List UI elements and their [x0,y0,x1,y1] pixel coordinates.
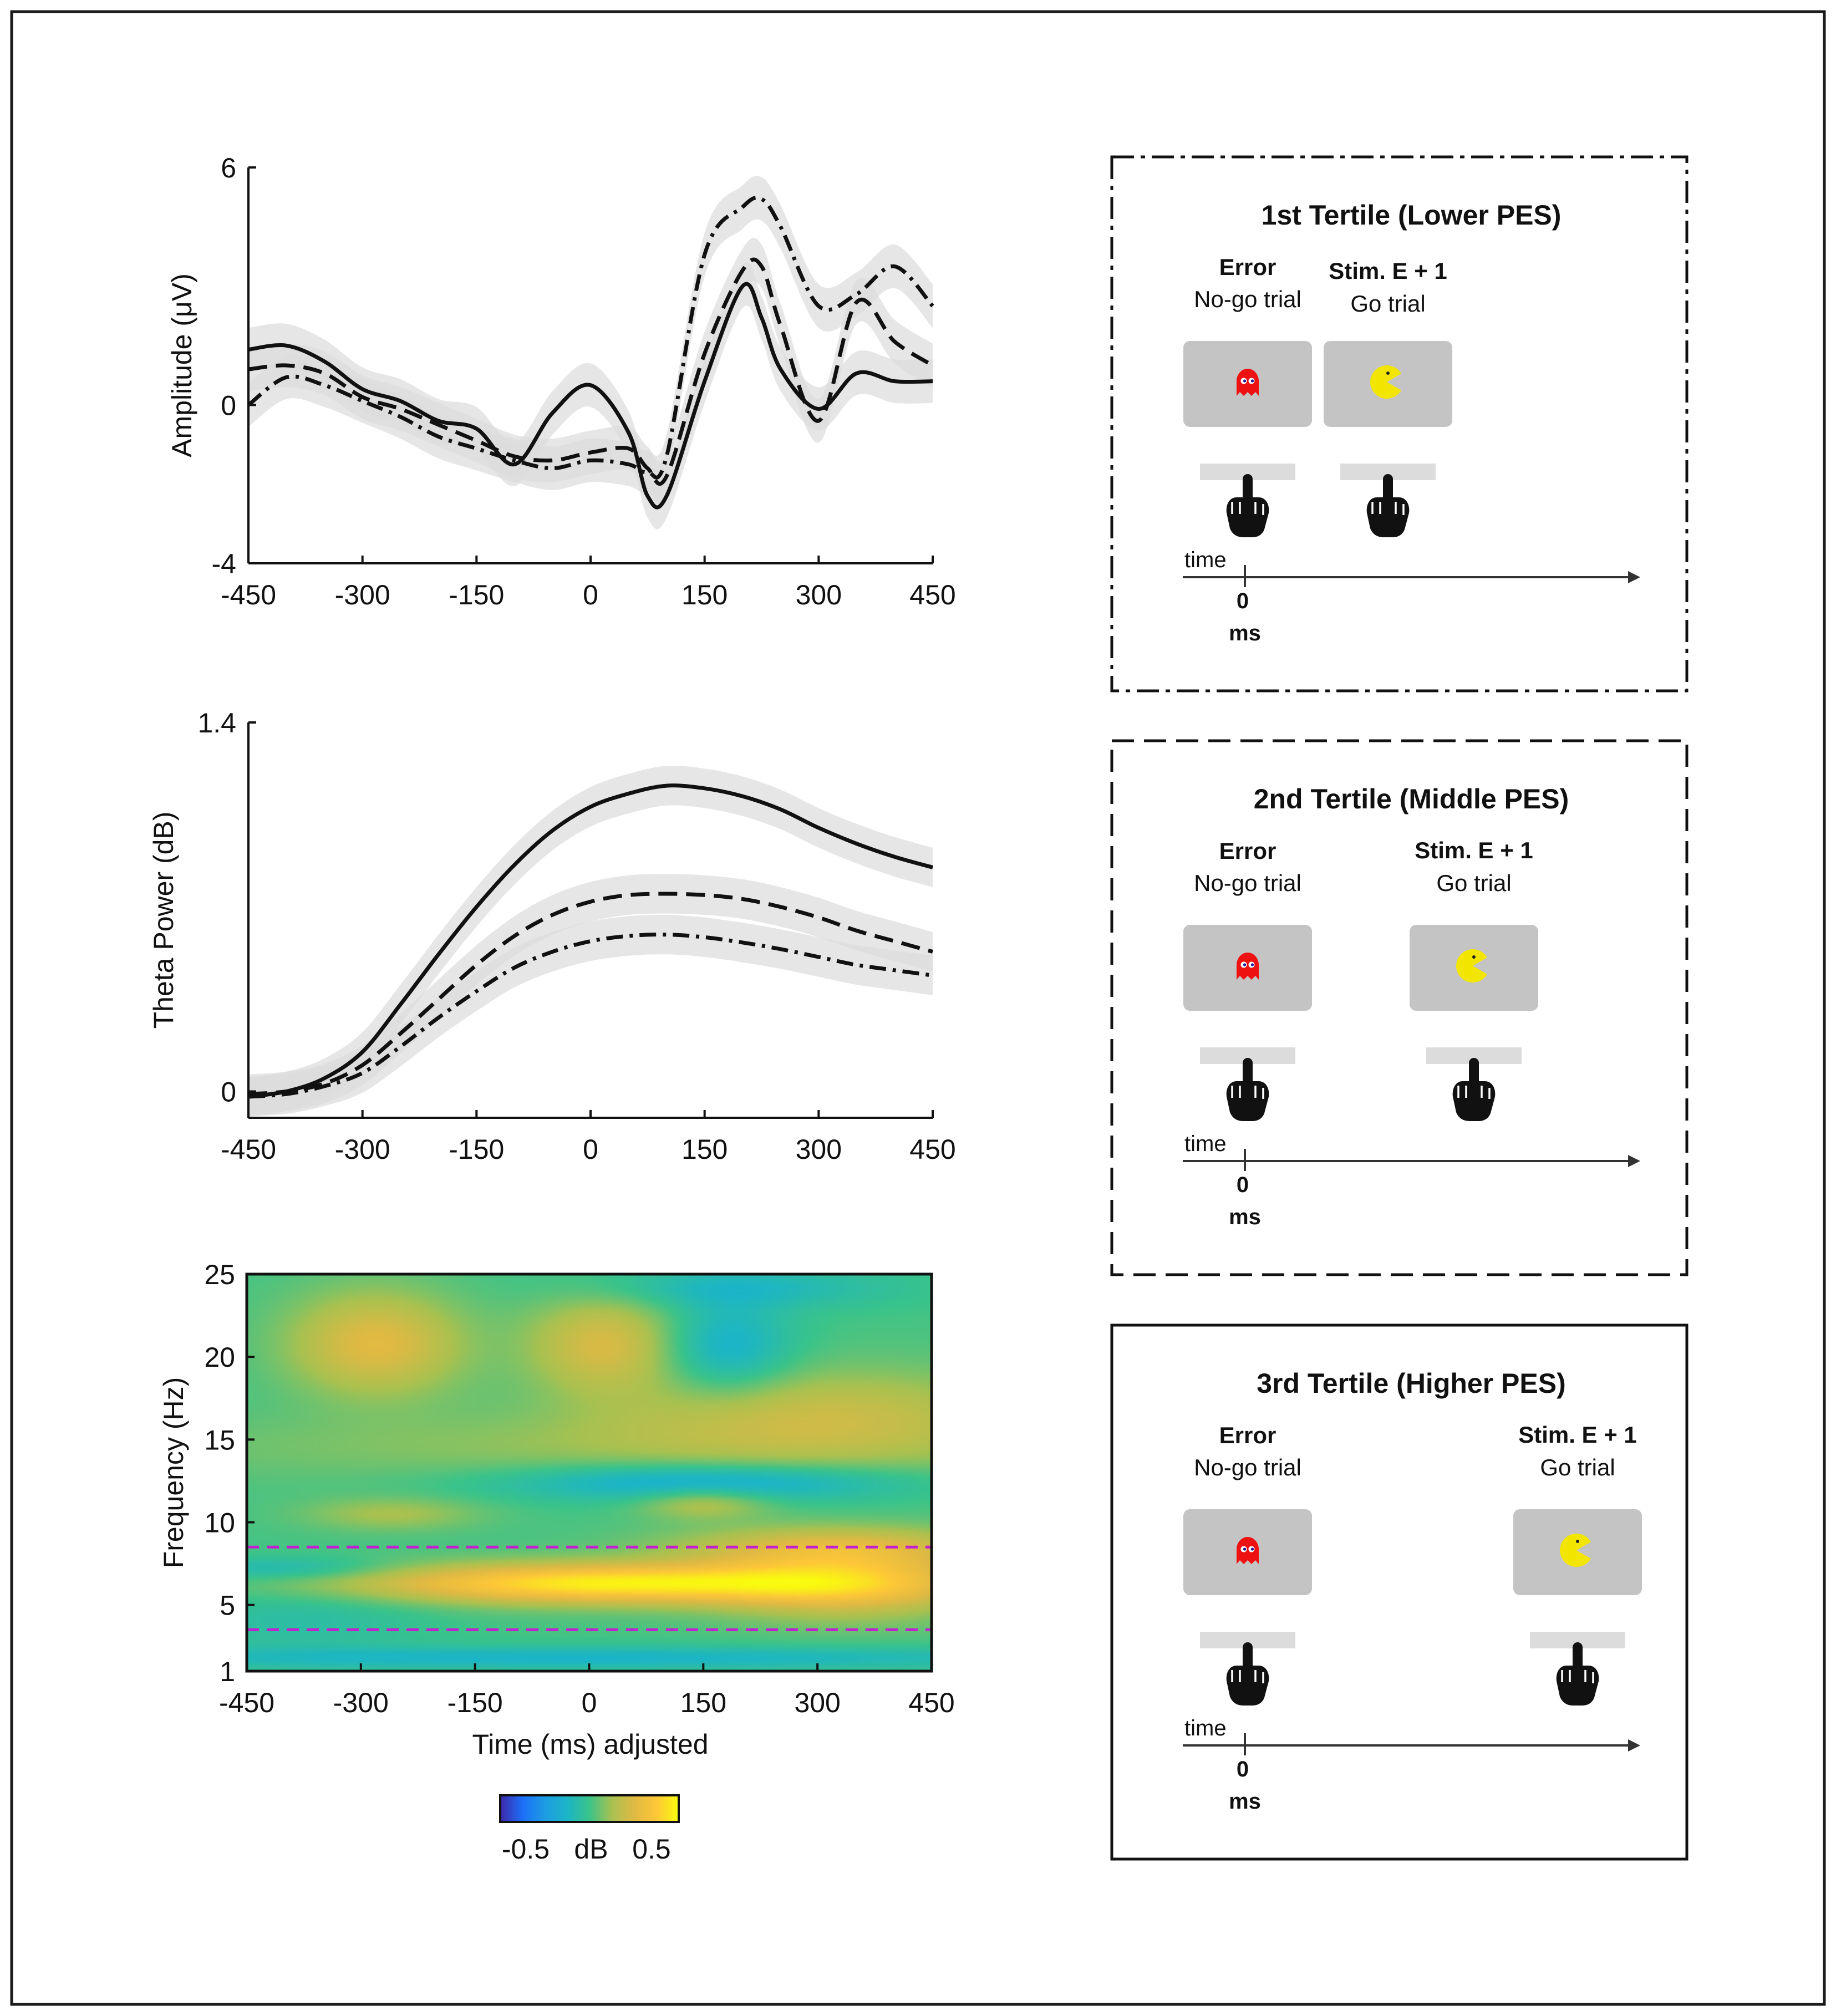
x-tick-label: 0 [583,1134,598,1165]
y-tick-label: 10 [204,1508,235,1539]
y-tick-label: 15 [204,1424,235,1455]
timeline-arrowhead [1628,1739,1640,1752]
error-band-1 [248,262,933,530]
x-tick-label: -450 [219,1687,274,1718]
pointing-hand-icon [1555,1641,1600,1707]
x-tick-label: -450 [221,1134,276,1165]
error-band-3 [248,914,933,1117]
x-tick-label: -450 [221,579,276,610]
trial-panels: 1st Tertile (Lower PES) Error No-go trial S… [1110,155,1688,1861]
ghost-icon [1237,1537,1259,1564]
y-tick-label: 20 [204,1342,235,1373]
next-sub-label: Go trial [1350,291,1425,317]
error-label: Error [1219,838,1276,864]
y-tick-label: 6 [221,152,236,184]
ms-label: ms [1229,621,1261,645]
ms-label: ms [1229,1205,1261,1229]
series-line-dashed [248,892,933,1096]
x-tick-label: 150 [681,579,728,610]
series-line-dashed [248,257,934,486]
colorbar: -0.5 dB 0.5 [499,1794,680,1865]
y-tick-label: 25 [204,1259,235,1290]
y-tick-label: 1 [220,1656,235,1687]
time-frequency-heatmap: -450 -300 -150 0 150 300 4501510152025Frequenc… [158,1259,955,1760]
zero-label: 0 [1237,1757,1249,1781]
x-tick-label: 0 [583,579,598,610]
time-label: time [1184,1716,1227,1740]
x-tick-label: 450 [909,579,955,610]
x-tick-label: -300 [335,1134,390,1165]
x-tick-label: 450 [908,1687,954,1718]
colorbar-unit-label: dB [574,1834,608,1865]
y-axis-label: Amplitude (μV) [166,273,197,457]
series-line-dashdot [247,195,934,480]
x-tick-label: 450 [909,1134,955,1165]
next-sub-label: Go trial [1436,870,1511,896]
pointing-hand-icon [1225,473,1270,538]
error-sub-label: No-go trial [1194,286,1301,312]
colorbar-tick-label: -0.5 [502,1834,550,1865]
pointing-hand-icon [1225,1057,1270,1122]
x-axis-label: Time (ms) adjusted [472,1729,708,1760]
panel-tertile-3: 3rd Tertile (Higher PES) Error No-go trial… [1110,1323,1688,1861]
y-axis-label: Frequency (Hz) [158,1377,189,1569]
error-sub-label: No-go trial [1194,870,1301,896]
ghost-icon [1237,953,1259,980]
figure-frame [10,10,1826,2006]
y-tick-label: -4 [212,548,236,579]
panel-title: 1st Tertile (Lower PES) [1262,200,1562,231]
y-tick-label: 0 [221,390,236,421]
zero-label: 0 [1237,1173,1249,1197]
x-tick-label: 300 [796,1134,842,1165]
x-tick-label: -150 [447,1687,503,1718]
theta-chart: -450 -300 -150 0 150 300 450 0 1.4 Theta Power (d… [148,707,956,1165]
heatmap-surface [247,1274,932,1671]
x-tick-label: 300 [796,579,842,610]
pointing-hand-icon [1451,1057,1497,1122]
next-sub-label: Go trial [1540,1454,1615,1480]
time-label: time [1184,1132,1227,1156]
colorbar-tick-label: 0.5 [632,1834,671,1865]
x-tick-label: -150 [449,579,504,610]
x-tick-label: 150 [681,1134,728,1165]
timeline-arrowhead [1628,1155,1640,1167]
x-tick-label: -150 [449,1134,504,1165]
colorbar-gradient [499,1794,680,1823]
series-line-solid [248,282,933,510]
panel-tertile-2: 2nd Tertile (Middle PES) Error No-go trial… [1110,739,1688,1276]
next-stim-label: Stim. E + 1 [1518,1422,1637,1448]
next-stim-label: Stim. E + 1 [1415,837,1533,863]
pointing-hand-icon [1225,1641,1270,1707]
next-stim-label: Stim. E + 1 [1329,258,1447,284]
erp-chart: -450 -300 -150 0 150 300 450 -4 0 6 Amplitude (μV) [166,152,956,610]
error-label: Error [1219,254,1276,280]
panel-border [1110,739,1688,1276]
x-tick-label: 300 [794,1687,840,1718]
series-line-solid [248,783,933,1099]
y-axis-label: Theta Power (dB) [148,812,179,1029]
x-tick-label: -300 [335,579,390,610]
panel-tertile-1: 1st Tertile (Lower PES) Error No-go trial S… [1110,155,1688,693]
x-tick-label: -300 [333,1687,389,1718]
error-sub-label: No-go trial [1194,1454,1301,1480]
y-tick-label: 1.4 [197,707,236,739]
panel-title: 3rd Tertile (Higher PES) [1257,1368,1566,1399]
y-tick-label: 0 [221,1076,236,1107]
panel-border [1110,155,1688,693]
y-tick-label: 5 [220,1590,235,1621]
pointing-hand-icon [1365,473,1411,538]
timeline-arrowhead [1628,571,1640,583]
zero-label: 0 [1237,589,1249,613]
error-label: Error [1219,1422,1276,1448]
x-tick-label: 0 [582,1687,597,1718]
panel-title: 2nd Tertile (Middle PES) [1254,783,1569,814]
time-label: time [1184,548,1227,572]
panel-border [1110,1323,1688,1861]
ghost-icon [1237,369,1259,396]
series-line-dashdot [248,933,933,1099]
ms-label: ms [1229,1789,1261,1814]
x-tick-label: 150 [680,1687,726,1718]
